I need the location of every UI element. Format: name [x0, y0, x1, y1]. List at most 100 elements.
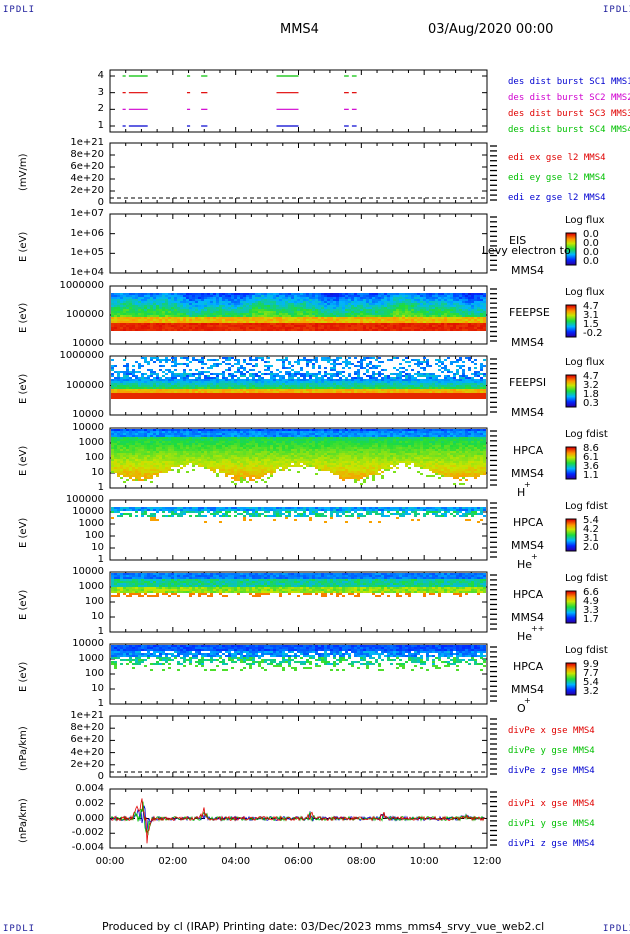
spectrogram-cell — [399, 373, 402, 375]
spectrogram-cell — [129, 301, 132, 303]
spectrogram-cell — [432, 327, 435, 329]
spectrogram-cell — [465, 317, 468, 319]
spectrogram-cell — [195, 373, 198, 375]
spectrogram-cell — [246, 385, 249, 387]
spectrogram-cell — [261, 321, 264, 323]
spectrogram-cell — [213, 317, 216, 319]
spectrogram-cell — [429, 307, 432, 309]
spectrogram-cell — [282, 389, 285, 391]
spectrogram-cell — [402, 315, 405, 317]
spectrogram-cell — [327, 309, 330, 311]
spectrogram-cell — [402, 317, 405, 319]
spectrogram-cell — [351, 385, 354, 387]
spectrogram-cell — [240, 321, 243, 323]
spectrogram-cell — [150, 369, 153, 371]
spectrogram-cell — [192, 373, 195, 375]
spectrogram-cell — [210, 317, 213, 319]
spectrogram-cell — [333, 369, 336, 371]
colorbar-segment — [566, 535, 576, 537]
spectrogram-cell — [195, 397, 198, 399]
spectrogram-cell — [153, 295, 156, 297]
spectrogram-cell — [408, 307, 411, 309]
spectrogram-cell — [408, 391, 411, 393]
spectrogram-cell — [171, 303, 174, 305]
spectrogram-cell — [279, 395, 282, 397]
spectrogram-cell — [321, 299, 324, 301]
spectrogram-cell — [306, 397, 309, 399]
spectrogram-cell — [249, 373, 252, 375]
spectrogram-cell — [162, 381, 165, 383]
spectrogram-cell — [387, 321, 390, 323]
spectrogram-cell — [387, 385, 390, 387]
spectrogram-cell — [255, 301, 258, 303]
spectrogram-cell — [195, 311, 198, 313]
spectrogram-cell — [222, 311, 225, 313]
spectrogram-cell — [252, 365, 255, 367]
spectrogram-cell — [366, 311, 369, 313]
spectrogram-cell — [159, 303, 162, 305]
spectrogram-cell — [465, 329, 468, 331]
spectrogram-cell — [147, 389, 150, 391]
spectrogram-cell — [162, 371, 165, 373]
spectrogram-cell — [153, 371, 156, 373]
spectrogram-cell — [174, 309, 177, 311]
spectrogram-cell — [450, 327, 453, 329]
colorbar-segment — [566, 545, 576, 547]
spectrogram-cell — [399, 377, 402, 379]
spectrogram-cell — [387, 391, 390, 393]
spectrogram-cell — [195, 391, 198, 393]
spectrogram-cell — [192, 317, 195, 319]
spectrogram-cell — [420, 363, 423, 365]
spectrogram-cell — [288, 305, 291, 307]
spectrogram-cell — [147, 361, 150, 363]
spectrogram-cell — [483, 321, 486, 323]
spectrogram-cell — [114, 313, 117, 315]
spectrogram-cell — [234, 325, 237, 327]
spectrogram-cell — [273, 375, 276, 377]
spectrogram-cell — [174, 373, 177, 375]
spectrogram-cell — [408, 373, 411, 375]
spectrogram-cell — [402, 301, 405, 303]
spectrogram-cell — [156, 385, 159, 387]
spectrogram-cell — [444, 319, 447, 321]
spectrogram-cell — [480, 323, 483, 325]
spectrogram-cell — [411, 379, 414, 381]
spectrogram-cell — [231, 323, 234, 325]
spectrogram-cell — [402, 319, 405, 321]
spectrogram-cell — [120, 299, 123, 301]
spectrogram-cell — [357, 389, 360, 391]
spectrogram-cell — [234, 387, 237, 389]
spectrogram-cell — [240, 305, 243, 307]
spectrogram-cell — [432, 293, 435, 295]
spectrogram-cell — [375, 391, 378, 393]
spectrogram-cell — [399, 321, 402, 323]
spectrogram-cell — [111, 329, 114, 331]
colorbar-segment — [566, 378, 576, 380]
spectrogram-cell — [276, 321, 279, 323]
spectrogram-cell — [255, 299, 258, 301]
spectrogram-cell — [321, 309, 324, 311]
spectrogram-cell — [174, 385, 177, 387]
spectrogram-cell — [156, 301, 159, 303]
spectrogram-cell — [210, 325, 213, 327]
spectrogram-cell — [330, 319, 333, 321]
spectrogram-cell — [438, 303, 441, 305]
spectrogram-cell — [222, 375, 225, 377]
spectrogram-cell — [420, 305, 423, 307]
spectrogram-cell — [483, 327, 486, 329]
spectrogram-cell — [321, 393, 324, 395]
spectrogram-cell — [270, 327, 273, 329]
spectrogram-cell — [309, 387, 312, 389]
spectrogram-cell — [396, 381, 399, 383]
spectrogram-cell — [168, 309, 171, 311]
spectrogram-cell — [447, 317, 450, 319]
spectrogram-cell — [111, 325, 114, 327]
spectrogram-cell — [120, 305, 123, 307]
spectrogram-cell — [420, 301, 423, 303]
spectrogram-cell — [315, 313, 318, 315]
spectrogram-cell — [144, 325, 147, 327]
spectrogram-cell — [234, 315, 237, 317]
spectrogram-cell — [111, 307, 114, 309]
spectrogram-cell — [129, 309, 132, 311]
spectrogram-cell — [279, 301, 282, 303]
